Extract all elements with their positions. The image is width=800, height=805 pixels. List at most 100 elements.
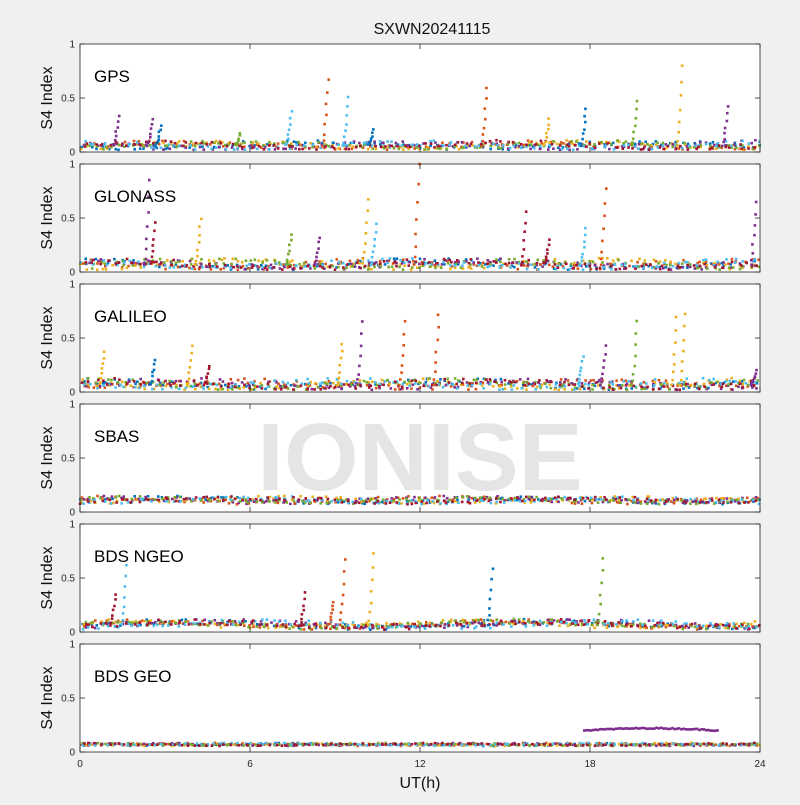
spike-point [191, 345, 194, 348]
data-point [725, 380, 728, 383]
data-point [598, 142, 601, 145]
data-point [755, 387, 758, 390]
data-point [289, 623, 292, 626]
data-point [406, 258, 409, 261]
data-point [583, 388, 586, 391]
data-point [194, 145, 197, 148]
spike-point [316, 251, 319, 254]
spike-point [754, 375, 757, 378]
data-point [124, 141, 127, 144]
data-point [560, 620, 563, 623]
data-point [655, 499, 658, 502]
data-point [304, 142, 307, 145]
data-point [145, 382, 148, 385]
data-point [185, 497, 188, 500]
spike-point [523, 248, 526, 251]
data-point [662, 267, 665, 270]
data-point [628, 498, 631, 501]
data-point [424, 148, 427, 151]
data-point [470, 143, 473, 146]
data-point [108, 618, 111, 621]
data-point [673, 502, 676, 505]
spike-point [317, 241, 320, 244]
data-point [165, 385, 168, 388]
data-point [659, 268, 662, 271]
spike-point [579, 370, 582, 373]
data-point [658, 388, 661, 391]
spike-point [188, 378, 191, 381]
data-point [685, 501, 688, 504]
plot-area [80, 164, 760, 272]
spike-point [117, 120, 120, 123]
data-point [603, 496, 606, 499]
data-point [666, 382, 669, 385]
data-point [203, 744, 206, 747]
data-point [369, 377, 372, 380]
spike-point [584, 234, 587, 237]
data-point [640, 382, 643, 385]
data-point [611, 625, 614, 628]
data-point [708, 379, 711, 382]
data-point [636, 499, 639, 502]
spike-point [754, 213, 757, 216]
data-point [320, 627, 323, 630]
data-point [528, 382, 531, 385]
spike-point [681, 64, 684, 67]
data-point [561, 148, 564, 151]
spike-point [150, 127, 153, 130]
spike-point [525, 210, 528, 213]
spike-point [160, 124, 163, 127]
data-point [495, 258, 498, 261]
data-point [725, 624, 728, 627]
data-point [646, 143, 649, 146]
spike-point [548, 238, 551, 241]
spike-point [190, 352, 193, 355]
panel-label: BDS NGEO [94, 547, 184, 566]
data-point [217, 500, 220, 503]
y-axis-label: S4 Index [39, 186, 56, 249]
data-point [300, 267, 303, 270]
spike-point [402, 354, 405, 357]
data-point [250, 259, 253, 262]
data-point [378, 385, 381, 388]
data-point [308, 147, 311, 150]
data-point [689, 263, 692, 266]
data-point [113, 258, 116, 261]
data-point [175, 386, 178, 389]
data-point [641, 623, 644, 626]
data-point [105, 622, 108, 625]
data-point [184, 742, 187, 745]
data-point [444, 623, 447, 626]
data-point [702, 377, 705, 380]
data-point [235, 624, 238, 627]
spike-point [314, 262, 317, 265]
data-point [750, 142, 753, 145]
spike-point [601, 240, 604, 243]
data-point [713, 144, 716, 147]
spike-point [673, 353, 676, 356]
data-point [371, 381, 374, 384]
data-point [224, 264, 227, 267]
data-point [443, 378, 446, 381]
data-point [180, 500, 183, 503]
data-point [308, 620, 311, 623]
data-point [446, 378, 449, 381]
data-point [557, 266, 560, 269]
spike-point [600, 264, 603, 267]
y-tick-label: 1 [69, 280, 75, 291]
spike-point [490, 578, 493, 581]
data-point [384, 145, 387, 148]
data-point [375, 743, 378, 746]
data-point [499, 257, 502, 260]
data-point [100, 144, 103, 147]
data-point [554, 388, 557, 391]
data-point [755, 626, 758, 629]
data-point [489, 378, 492, 381]
data-point [242, 386, 245, 389]
data-point [366, 384, 369, 387]
data-point [104, 142, 107, 145]
spike-point [723, 138, 726, 141]
data-point [232, 258, 235, 261]
spike-point [581, 138, 584, 141]
data-point [751, 386, 754, 389]
